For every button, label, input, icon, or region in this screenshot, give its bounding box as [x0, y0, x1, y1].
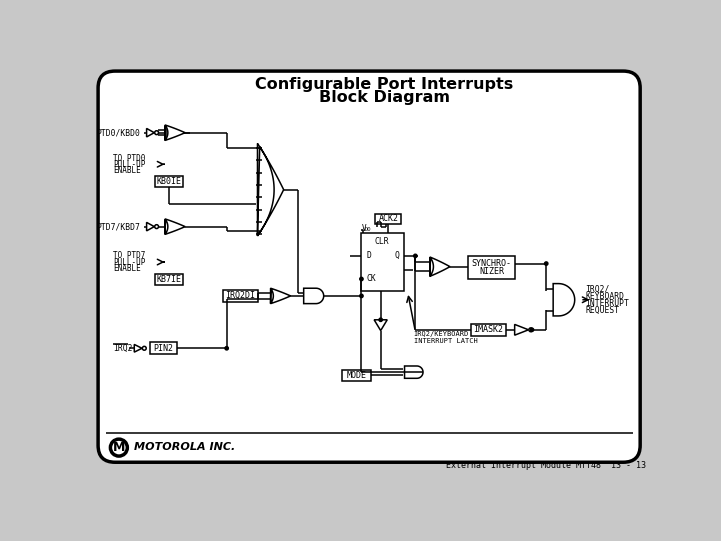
Text: CK: CK [366, 274, 376, 283]
Polygon shape [270, 288, 291, 304]
Text: MOTOROLA INC.: MOTOROLA INC. [133, 442, 235, 452]
Text: ACK2: ACK2 [379, 214, 399, 223]
Text: TO PTD0: TO PTD0 [113, 154, 146, 163]
Polygon shape [134, 345, 142, 352]
Text: Block Diagram: Block Diagram [319, 90, 450, 105]
Circle shape [379, 318, 382, 321]
Text: INTERRUPT LATCH: INTERRUPT LATCH [414, 338, 477, 344]
Circle shape [530, 328, 534, 332]
Text: NIZER: NIZER [479, 267, 504, 276]
Text: IRQ2/: IRQ2/ [585, 285, 610, 294]
Bar [223, 290, 258, 302]
Text: D: D [366, 252, 371, 260]
Circle shape [225, 347, 229, 350]
Text: External Interrupt Module MTT48  13 - 13: External Interrupt Module MTT48 13 - 13 [446, 461, 646, 470]
Text: M: M [112, 441, 125, 454]
Text: SYNCHRO-: SYNCHRO- [472, 259, 512, 268]
Text: Configurable Port Interrupts: Configurable Port Interrupts [255, 77, 513, 93]
Polygon shape [553, 283, 575, 316]
Text: REQUEST: REQUEST [585, 306, 619, 315]
Polygon shape [430, 257, 450, 276]
Polygon shape [404, 366, 423, 378]
Text: V: V [361, 225, 366, 233]
Text: CLR: CLR [375, 237, 389, 246]
Text: TO PTD7: TO PTD7 [113, 252, 146, 260]
Text: PTD7/KBD7: PTD7/KBD7 [97, 222, 141, 231]
Text: IRQ2DI: IRQ2DI [226, 292, 255, 300]
Polygon shape [374, 320, 387, 331]
Text: MODE: MODE [347, 371, 367, 380]
Bar [361, 233, 404, 291]
Text: PIN2: PIN2 [154, 344, 174, 353]
Circle shape [360, 294, 363, 298]
Polygon shape [165, 219, 185, 234]
Polygon shape [146, 222, 154, 231]
Bar [151, 342, 177, 354]
Text: ENABLE: ENABLE [113, 263, 141, 273]
Bar [342, 370, 371, 381]
Text: INTERRUPT: INTERRUPT [585, 299, 629, 308]
Text: PTD0/KBD0: PTD0/KBD0 [97, 128, 141, 137]
Polygon shape [257, 143, 283, 236]
Text: PULL-UP: PULL-UP [113, 160, 146, 169]
Text: IRQ2: IRQ2 [113, 344, 133, 353]
Text: PULL-UP: PULL-UP [113, 258, 146, 267]
Text: DD: DD [365, 227, 371, 233]
Text: KB0IE: KB0IE [156, 177, 182, 186]
Text: ENABLE: ENABLE [113, 166, 141, 175]
Text: IRQ2/KEYBOARD: IRQ2/KEYBOARD [414, 332, 469, 338]
Bar [376, 214, 402, 225]
Text: KB7IE: KB7IE [156, 275, 182, 284]
Polygon shape [146, 128, 154, 137]
Polygon shape [165, 125, 185, 140]
Circle shape [360, 278, 363, 281]
Text: KEYBOARD: KEYBOARD [585, 292, 624, 301]
Circle shape [544, 262, 548, 265]
Circle shape [414, 254, 417, 258]
FancyBboxPatch shape [98, 71, 640, 462]
Bar [471, 324, 506, 336]
Bar [155, 274, 183, 285]
Bar [155, 176, 183, 187]
Text: IMASK2: IMASK2 [474, 325, 503, 334]
Polygon shape [515, 325, 528, 335]
Bar [468, 256, 516, 279]
Text: Q: Q [394, 252, 399, 260]
Polygon shape [304, 288, 324, 304]
